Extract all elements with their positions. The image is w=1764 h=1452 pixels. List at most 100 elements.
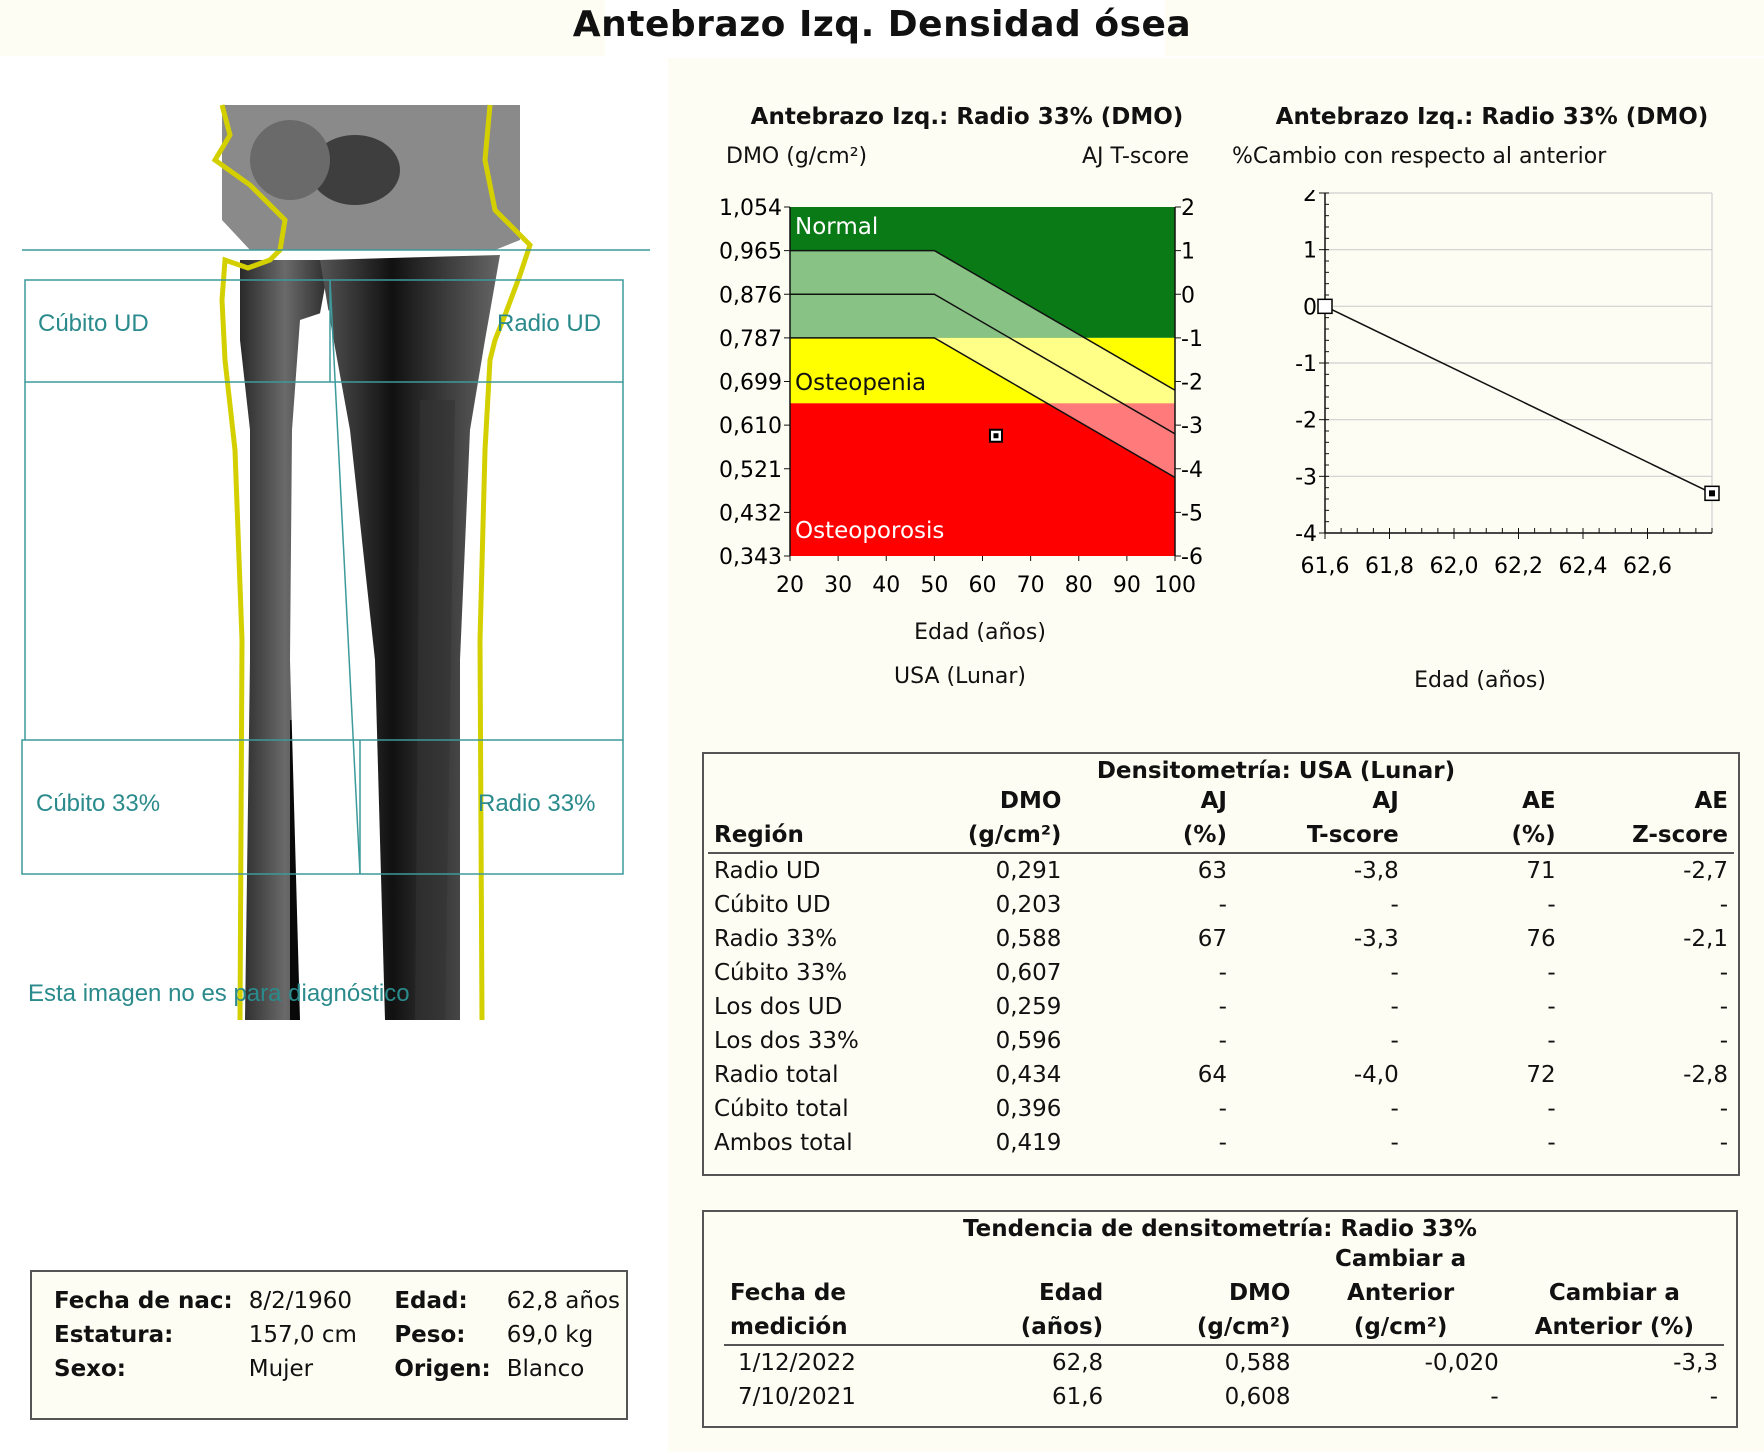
cell-ae_z: -: [1719, 960, 1728, 986]
col-fecha-h2: medición: [730, 1314, 848, 1340]
t-score-tick-label: 1: [1181, 240, 1195, 265]
cell-region: Los dos UD: [714, 994, 843, 1020]
densitometry-table: Densitometría: USA (Lunar) DMO AJ AJ AE …: [702, 752, 1740, 1176]
data-point: [1317, 298, 1333, 315]
cell-aj_pct: -: [1218, 960, 1227, 986]
cell-dmo: 0,588: [1224, 1350, 1291, 1376]
disclaimer-text: Esta imagen no es para diagnóstico: [28, 980, 410, 1007]
cell-fecha: 7/10/2021: [738, 1384, 856, 1410]
col-cambio-h3: (g/cm²): [1353, 1314, 1448, 1340]
x-tick-label: 62,6: [1623, 554, 1672, 579]
table-row: Cúbito UD 0,203 - - - -: [708, 888, 1734, 922]
cell-ae_z: -: [1719, 1028, 1728, 1054]
cell-ae_z: -2,8: [1683, 1062, 1728, 1088]
cell-cambio: -0,020: [1424, 1350, 1499, 1376]
t-score-tick-label: -3: [1181, 414, 1203, 439]
trend-table-title: Tendencia de densitometría: Radio 33%: [963, 1216, 1477, 1242]
cell-region: Radio 33%: [714, 926, 838, 952]
cell-ae_z: -: [1719, 994, 1728, 1020]
bmd-x-label: Edad (años): [914, 620, 1046, 645]
x-tick-label: 40: [872, 573, 900, 598]
y-tick-label: 1,054: [719, 196, 782, 221]
table-row: Ambos total 0,419 - - - -: [708, 1126, 1734, 1160]
ethnicity-label: Origen:: [394, 1356, 491, 1382]
reference-line: [790, 249, 1175, 391]
cell-dmo: 0,596: [995, 1028, 1062, 1054]
cell-aj_t: -: [1390, 1130, 1399, 1156]
birthdate-value: 8/2/1960: [248, 1288, 353, 1314]
y-tick-label: -1: [1295, 352, 1317, 377]
col-fecha-h1: Fecha de: [730, 1280, 846, 1306]
y-tick-label: -4: [1295, 522, 1317, 547]
trend-chart-title: Antebrazo Izq.: Radio 33% (DMO): [1275, 104, 1709, 130]
t-score-tick-label: -5: [1181, 501, 1203, 526]
zone-label-osteoporosis: Osteoporosis: [795, 518, 944, 544]
t-score-tick-label: -6: [1181, 545, 1203, 570]
bmd-y2-label: AJ T-score: [1082, 144, 1190, 169]
cell-dmo: 0,259: [995, 994, 1062, 1020]
bmd-reference-chart: 1,054 0,965 0,876 0,787 0,699 0,610 0,521 0,432…: [719, 196, 1203, 598]
col-cambio-pct-h1: Cambiar a: [1548, 1280, 1680, 1306]
x-tick-label: 100: [1154, 573, 1196, 598]
table-row: Cúbito 33% 0,607 - - - -: [708, 956, 1734, 990]
birthdate-label: Fecha de nac:: [54, 1288, 233, 1314]
y-tick-label: 0,699: [719, 371, 782, 396]
y-tick-label: -2: [1295, 409, 1317, 434]
x-tick-label: 61,8: [1365, 554, 1414, 579]
x-tick-label: 90: [1113, 573, 1141, 598]
cell-region: Los dos 33%: [714, 1028, 859, 1054]
col-aj-pct-h2: (%): [1182, 822, 1227, 848]
cell-cambio_pct: -: [1709, 1384, 1718, 1410]
col-aj-t-h2: T-score: [1306, 822, 1399, 848]
cell-ae_z: -2,1: [1683, 926, 1728, 952]
cell-aj_t: -: [1390, 960, 1399, 986]
x-tick-label: 70: [1017, 573, 1045, 598]
page-title: Antebrazo Izq. Densidad ósea: [572, 4, 1192, 45]
cell-aj_pct: -: [1218, 892, 1227, 918]
y-tick-label: 1: [1303, 239, 1317, 264]
x-tick-label: 62,4: [1559, 554, 1608, 579]
sex-label: Sexo:: [54, 1356, 126, 1382]
x-tick-label: 61,6: [1301, 554, 1350, 579]
col-dmo-h2: (g/cm²): [1196, 1314, 1291, 1340]
trend-table: Tendencia de densitometría: Radio 33% Ca…: [702, 1210, 1738, 1428]
t-score-tick-label: -2: [1181, 371, 1203, 396]
patient-info-grid: Fecha de nac: 8/2/1960 Edad: 62,8 años E…: [48, 1284, 626, 1386]
t-score-tick-label: 2: [1181, 196, 1195, 221]
x-tick-label: 20: [776, 573, 804, 598]
age-label: Edad:: [394, 1288, 468, 1314]
cell-region: Ambos total: [714, 1130, 853, 1156]
cell-aj_t: -: [1390, 1028, 1399, 1054]
table-row: Radio UD 0,291 63 -3,8 71 -2,7: [708, 853, 1734, 888]
forearm-scan-image: Cúbito UD Radio UD Cúbito 33% Radio 33% …: [0, 100, 662, 1040]
sex-value: Mujer: [248, 1356, 314, 1382]
x-tick-label: 62,0: [1430, 554, 1479, 579]
title-background: [605, 0, 1165, 56]
cell-ae_pct: -: [1547, 892, 1556, 918]
cell-aj_t: -4,0: [1353, 1062, 1399, 1088]
cell-aj_pct: 67: [1197, 926, 1227, 952]
trend-grid: Cambiar a Fecha de Edad DMO Anterior Cam…: [724, 1242, 1724, 1414]
age-value: 62,8 años: [506, 1288, 620, 1314]
height-label: Estatura:: [54, 1322, 174, 1348]
col-dmo-h2: (g/cm²): [967, 822, 1062, 848]
t-score-tick-label: -4: [1181, 458, 1203, 483]
table-row: 1/12/2022 62,8 0,588 -0,020 -3,3: [724, 1345, 1724, 1380]
y-tick-label: 0,876: [719, 283, 782, 308]
cell-aj_pct: 63: [1197, 858, 1227, 884]
patient-info-box: Fecha de nac: 8/2/1960 Edad: 62,8 años E…: [30, 1270, 628, 1420]
cell-aj_t: -: [1390, 1096, 1399, 1122]
cell-aj_t: -3,8: [1353, 858, 1399, 884]
col-cambio-h2: Anterior: [1347, 1280, 1455, 1306]
col-edad-h1: Edad: [1039, 1280, 1104, 1306]
x-tick-label: 80: [1065, 573, 1093, 598]
cell-ae_pct: 76: [1526, 926, 1556, 952]
x-tick-label: 60: [969, 573, 997, 598]
cell-ae_pct: 72: [1526, 1062, 1556, 1088]
cell-edad: 61,6: [1051, 1384, 1104, 1410]
cell-ae_pct: -: [1547, 1096, 1556, 1122]
cell-region: Radio total: [714, 1062, 839, 1088]
col-cambio-h1: Cambiar a: [1335, 1246, 1467, 1272]
cell-aj_pct: 64: [1197, 1062, 1227, 1088]
reference-band: [790, 337, 1175, 404]
